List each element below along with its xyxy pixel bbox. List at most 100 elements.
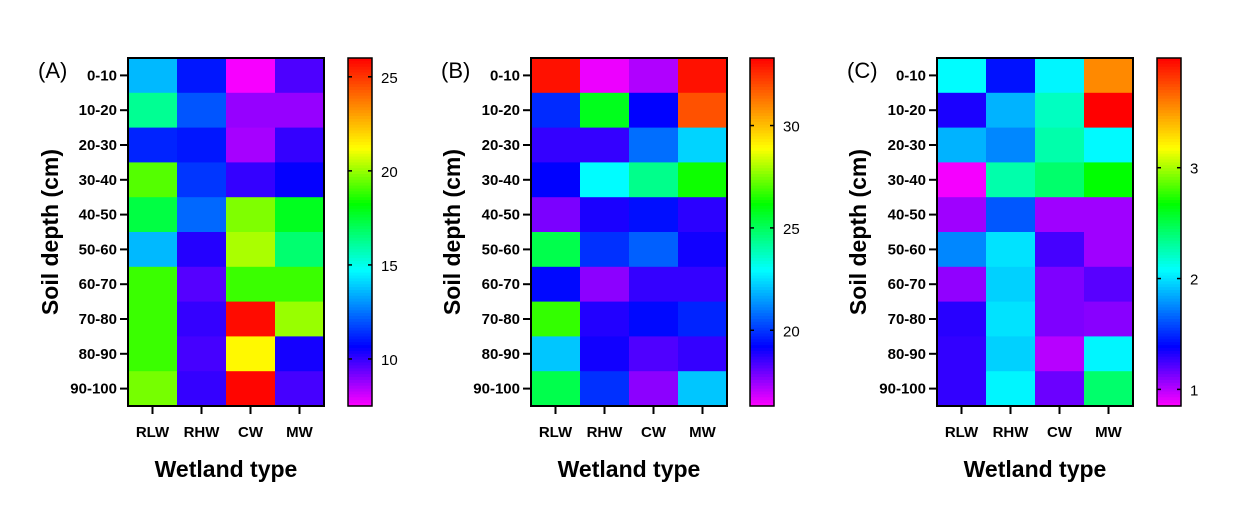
heatmap-cell — [678, 162, 728, 198]
colorbar-segment — [348, 81, 372, 85]
colorbar-segment — [348, 188, 372, 192]
colorbar-segment — [348, 313, 372, 317]
colorbar-segment — [1157, 194, 1181, 198]
colorbar-segment — [1157, 258, 1181, 262]
colorbar-segment — [1157, 232, 1181, 236]
colorbar-segment — [348, 394, 372, 398]
colorbar-segment — [750, 63, 774, 68]
colorbar-segment — [348, 107, 372, 111]
colorbar-segment — [750, 208, 774, 213]
colorbar-tick-label: 25 — [381, 70, 398, 87]
colorbar-segment — [1157, 249, 1181, 253]
colorbar-segment — [348, 350, 372, 355]
y-tick-label: 10-20 — [888, 102, 926, 119]
colorbar-segment — [750, 261, 774, 265]
heatmap-cell — [629, 266, 679, 303]
colorbar-segment — [1157, 243, 1181, 248]
heatmap-cell — [937, 58, 987, 94]
colorbar-segment — [348, 229, 372, 233]
colorbar-segment — [348, 379, 372, 384]
heatmap-cell — [177, 197, 227, 233]
colorbar-segment — [348, 368, 372, 372]
colorbar-segment — [750, 252, 774, 256]
colorbar-segment — [348, 284, 372, 288]
colorbar-segment — [1157, 113, 1181, 117]
colorbar-segment — [1157, 388, 1181, 393]
plot-frame — [530, 57, 728, 407]
heatmap-cell — [226, 232, 276, 268]
colorbar-segment — [1157, 203, 1181, 207]
colorbar-segment — [1157, 63, 1181, 68]
heatmap-cell — [1035, 301, 1085, 337]
heatmap-cell — [629, 92, 679, 129]
x-tick-label: RLW — [136, 424, 170, 441]
colorbar-segment — [348, 58, 372, 62]
colorbar-segment — [750, 107, 774, 111]
colorbar-segment — [348, 232, 372, 236]
colorbar-segment — [1157, 394, 1181, 398]
heatmap-cell — [629, 127, 679, 163]
heatmap-cell — [986, 162, 1036, 198]
y-tick-label: 30-40 — [888, 172, 926, 189]
colorbar-frame — [347, 57, 373, 407]
colorbar-segment — [348, 142, 372, 146]
colorbar-segment — [1157, 229, 1181, 233]
x-tick-label: RLW — [539, 424, 573, 441]
colorbar-segment — [1157, 69, 1181, 74]
colorbar-segment — [1157, 191, 1181, 195]
heatmap-cell — [1084, 127, 1134, 163]
colorbar-tick-label: 25 — [783, 221, 800, 238]
heatmap-cell — [678, 336, 728, 372]
colorbar-segment — [348, 377, 372, 381]
colorbar-segment — [348, 153, 372, 158]
heatmap-cell — [1084, 197, 1134, 233]
colorbar-segment — [750, 327, 774, 332]
colorbar-segment — [750, 66, 774, 71]
colorbar-segment — [1157, 116, 1181, 120]
colorbar-segment — [750, 133, 774, 137]
colorbar-segment — [750, 269, 774, 274]
heatmap-cell — [986, 371, 1036, 407]
heatmap-cell — [226, 162, 276, 198]
colorbar-segment — [348, 66, 372, 71]
y-tick-label: 10-20 — [482, 102, 520, 119]
heatmap-cell — [580, 371, 630, 407]
colorbar-segment — [1157, 324, 1181, 329]
colorbar-segment — [750, 185, 774, 190]
colorbar-segment — [1157, 304, 1181, 308]
heatmap-panel-c: 0-10 10-20 20-30 30-40 40-50 50-60 60-70 70-80 8… — [845, 57, 1198, 482]
heatmap-cell — [580, 197, 630, 233]
colorbar-segment — [348, 287, 372, 291]
colorbar-segment — [348, 104, 372, 108]
heatmap-cell — [531, 92, 581, 129]
colorbar-segment — [750, 159, 774, 163]
colorbar-segment — [1157, 403, 1181, 407]
colorbar-segment — [1157, 104, 1181, 108]
colorbar-segment — [750, 89, 774, 94]
colorbar-segment — [750, 379, 774, 384]
colorbar-segment — [348, 75, 372, 79]
colorbar-segment — [1157, 310, 1181, 314]
colorbar-segment — [1157, 252, 1181, 256]
colorbar-segment — [1157, 298, 1181, 303]
colorbar-segment — [348, 391, 372, 395]
heatmap-cell — [128, 371, 178, 407]
colorbar-segment — [1157, 182, 1181, 187]
colorbar-segment — [750, 127, 774, 132]
colorbar-segment — [750, 179, 774, 184]
colorbar-segment — [1157, 153, 1181, 158]
colorbar-segment — [750, 229, 774, 233]
y-tick-label: 70-80 — [79, 311, 117, 328]
colorbar-segment — [348, 121, 372, 126]
colorbar-segment — [1157, 397, 1181, 401]
colorbar-segment — [348, 321, 372, 326]
colorbar-segment — [750, 113, 774, 117]
heatmap-cell — [937, 232, 987, 268]
colorbar-segment — [1157, 342, 1181, 346]
colorbar-segment — [750, 162, 774, 166]
heatmap-panel-b: 0-10 10-20 20-30 30-40 40-50 50-60 60-70 70-80 8… — [439, 57, 800, 482]
colorbar-segment — [1157, 226, 1181, 230]
y-tick-label: 50-60 — [482, 241, 520, 258]
colorbar-segment — [750, 391, 774, 395]
heatmap-cell — [629, 232, 679, 268]
